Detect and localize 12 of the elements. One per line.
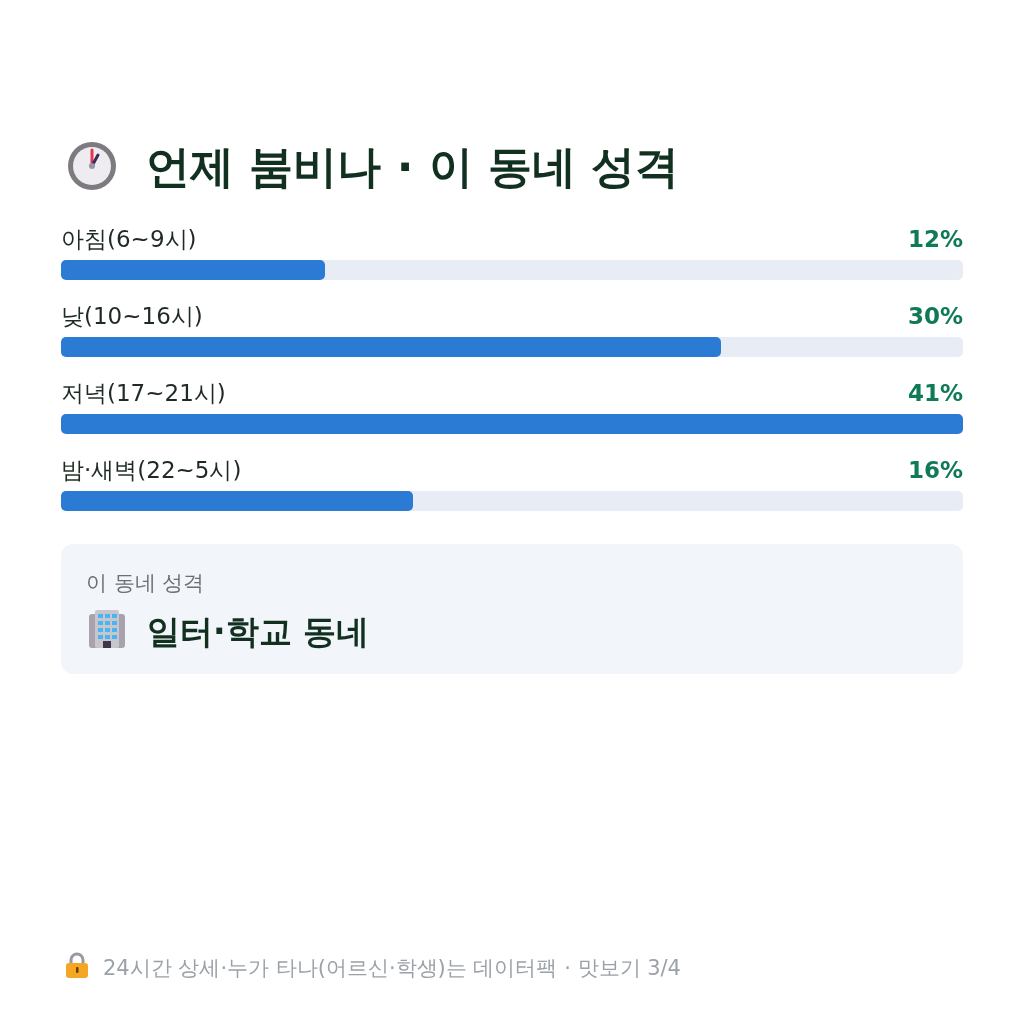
data-label: 30% xyxy=(907,303,963,329)
chart-title: 언제 붐비나 · 이 동네 성격 xyxy=(146,141,680,192)
text: 이 동네 성격 xyxy=(86,571,205,595)
text: 일터·학교 동네 xyxy=(147,612,370,651)
y-tick-label: 밤·새벽(22~5시) xyxy=(61,457,242,483)
y-tick-label: 낮(10~16시) xyxy=(61,303,203,329)
y-tick-label: 아침(6~9시) xyxy=(61,226,197,252)
data-label: 16% xyxy=(907,457,963,483)
text: 24시간 상세·누가 타나(어르신·학생)는 데이터팩 · 맛보기 3/4 xyxy=(103,956,681,980)
data-label: 12% xyxy=(907,226,963,252)
data-label: 41% xyxy=(907,380,963,406)
y-tick-label: 저녁(17~21시) xyxy=(61,380,226,406)
